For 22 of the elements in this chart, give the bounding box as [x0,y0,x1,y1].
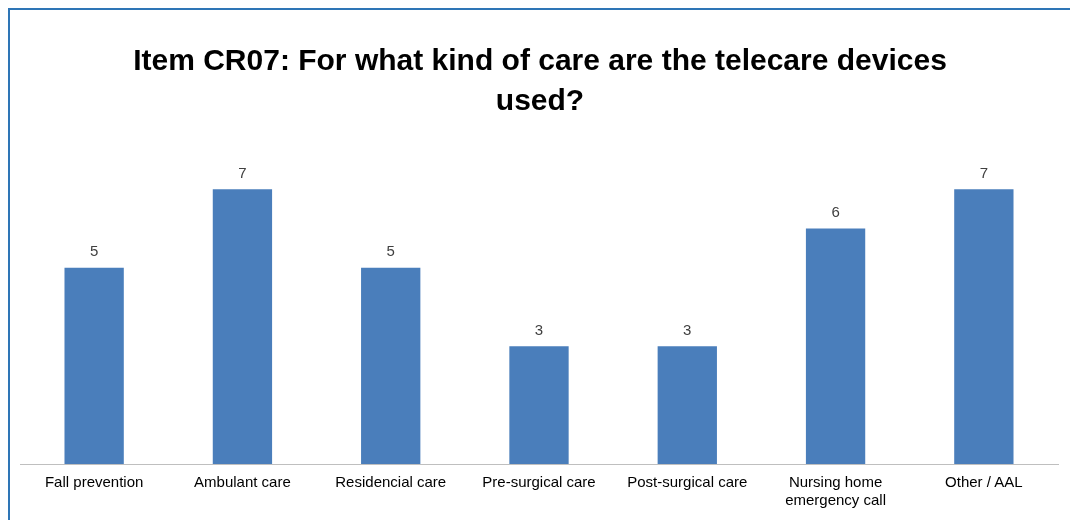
x-tick-label: Post-surgical care [627,473,748,491]
bar [509,346,569,464]
x-tick-label: Nursing home emergency call [785,473,887,509]
bar [657,346,717,464]
bar [954,189,1014,464]
x-tick-label: Ambulant care [194,473,291,491]
data-label: 3 [534,320,544,338]
bar [212,189,273,464]
x-tick-label: Pre-surgical care [482,473,596,491]
data-label: 5 [386,242,395,260]
bar [64,267,124,464]
data-label: 7 [238,163,247,181]
x-tick-label: Other / AAL [945,473,1023,491]
data-label: 3 [683,320,692,338]
data-label: 5 [89,242,99,260]
data-label: 7 [979,163,989,181]
x-tick-label: Fall prevention [44,473,144,491]
data-label: 6 [831,203,840,221]
x-tick-label: Residencial care [335,473,447,491]
chart-title: Item CR07: For what kind of care are the telecare devices used? [132,42,948,118]
bar [361,267,421,464]
bar [805,228,866,464]
